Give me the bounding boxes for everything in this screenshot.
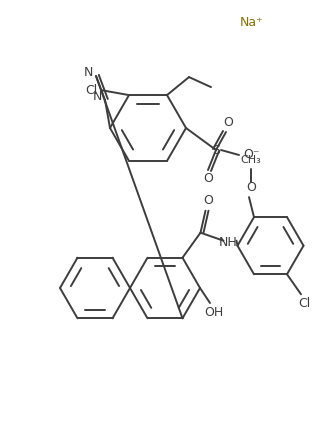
- Text: N: N: [83, 67, 93, 79]
- Text: CH₃: CH₃: [241, 155, 261, 165]
- Text: O: O: [223, 117, 233, 130]
- Text: O: O: [204, 194, 213, 207]
- Text: O: O: [246, 181, 256, 194]
- Text: N: N: [92, 90, 102, 104]
- Text: Cl: Cl: [298, 297, 310, 310]
- Text: NH: NH: [219, 236, 238, 249]
- Text: Cl: Cl: [85, 83, 97, 97]
- Text: O: O: [203, 172, 213, 185]
- Text: OH: OH: [204, 305, 224, 318]
- Text: O⁻: O⁻: [243, 149, 259, 162]
- Text: S: S: [212, 143, 220, 156]
- Text: Na⁺: Na⁺: [240, 16, 264, 29]
